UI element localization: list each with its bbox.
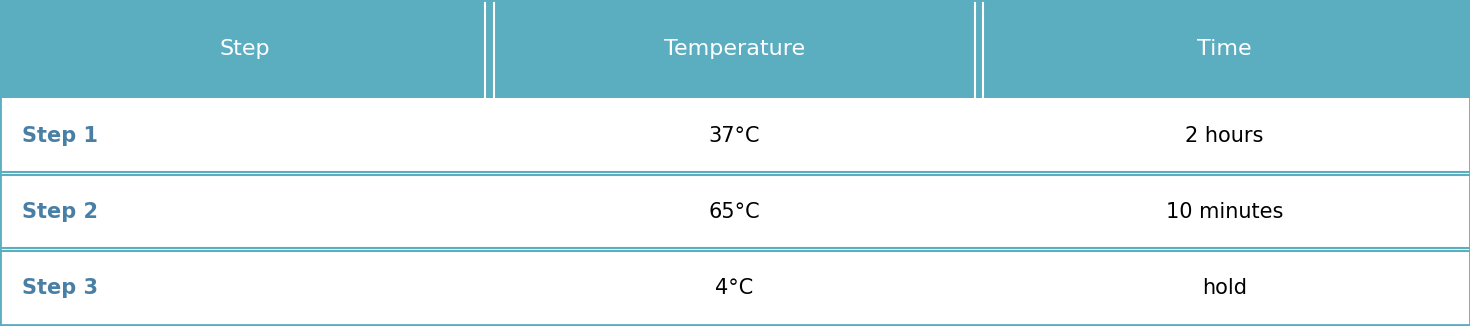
Text: Time: Time — [1197, 39, 1252, 59]
Text: hold: hold — [1202, 278, 1247, 298]
Text: 37°C: 37°C — [709, 126, 760, 146]
Text: 2 hours: 2 hours — [1185, 126, 1264, 146]
Text: Step 1: Step 1 — [22, 126, 98, 146]
Text: Step: Step — [219, 39, 270, 59]
Text: Temperature: Temperature — [663, 39, 806, 59]
FancyBboxPatch shape — [0, 0, 1470, 98]
FancyBboxPatch shape — [0, 98, 1470, 174]
FancyBboxPatch shape — [0, 250, 1470, 326]
FancyBboxPatch shape — [0, 174, 1470, 250]
Text: 65°C: 65°C — [709, 202, 760, 222]
Text: 4°C: 4°C — [714, 278, 754, 298]
Text: Step 2: Step 2 — [22, 202, 98, 222]
Text: 10 minutes: 10 minutes — [1166, 202, 1283, 222]
Text: Step 3: Step 3 — [22, 278, 98, 298]
